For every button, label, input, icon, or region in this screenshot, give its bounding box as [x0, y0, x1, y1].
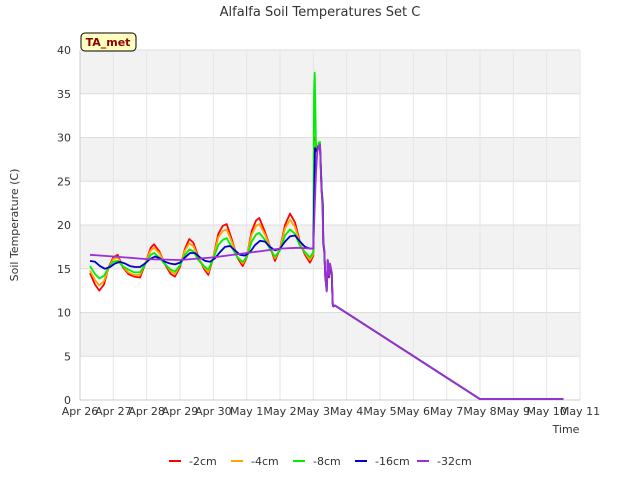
legend-label: -2cm: [189, 455, 217, 468]
x-tick-label: May 7: [430, 405, 463, 418]
y-axis-label: Soil Temperature (C): [8, 169, 21, 282]
x-tick-label: May 11: [560, 405, 600, 418]
grid-band: [80, 312, 580, 357]
legend-label: -16cm: [375, 455, 410, 468]
legend-item: -4cm: [231, 455, 279, 468]
y-tick-label: 15: [57, 263, 71, 276]
ta-met-badge-box: [80, 32, 137, 52]
x-axis-label: Time: [552, 423, 580, 436]
y-axis: 0 5 10 15 20 25 30 35 40: [57, 44, 71, 407]
x-tick-label: May 9: [497, 405, 530, 418]
grid-band: [80, 50, 580, 94]
x-tick-label: May 5: [363, 405, 396, 418]
legend-item: -8cm: [293, 455, 341, 468]
plot-area: [79, 49, 581, 401]
x-tick-label: Apr 27: [95, 405, 132, 418]
y-tick-label: 30: [57, 132, 71, 145]
x-tick-label: May 6: [397, 405, 430, 418]
series-line-neg32cm: [89, 143, 564, 400]
legend-label: -8cm: [313, 455, 341, 468]
legend-item: -32cm: [417, 455, 472, 468]
x-tick-label: May 2: [263, 405, 296, 418]
x-tick-label: Apr 30: [195, 405, 232, 418]
x-tick-label: May 3: [297, 405, 330, 418]
x-tick-label: Apr 26: [62, 405, 99, 418]
series-layer: [89, 71, 564, 400]
legend-label: -32cm: [437, 455, 472, 468]
ta-met-badge: TA_met: [80, 32, 137, 52]
y-tick-label: 35: [57, 88, 71, 101]
y-tick-label: 10: [57, 307, 71, 320]
x-tick-label: May 10: [527, 405, 567, 418]
x-tick-label: Apr 28: [128, 405, 165, 418]
x-tick-label: May 1: [230, 405, 263, 418]
y-tick-label: 5: [64, 350, 71, 363]
x-tick-label: Apr 29: [162, 405, 199, 418]
x-tick-label: May 4: [330, 405, 363, 418]
legend-item: -2cm: [169, 455, 217, 468]
y-tick-label: 25: [57, 175, 71, 188]
chart-title: Alfalfa Soil Temperatures Set C: [220, 5, 421, 20]
y-tick-label: 20: [57, 219, 71, 232]
legend-label: -4cm: [251, 455, 279, 468]
legend-item: -16cm: [355, 455, 410, 468]
grid-band: [80, 137, 580, 182]
y-tick-label: 40: [57, 44, 71, 57]
x-tick-label: May 8: [463, 405, 496, 418]
ta-met-badge-label: TA_met: [86, 36, 131, 49]
legend: -2cm -4cm -8cm -16cm -32cm: [169, 455, 472, 468]
y-tick-label: 0: [64, 394, 71, 407]
